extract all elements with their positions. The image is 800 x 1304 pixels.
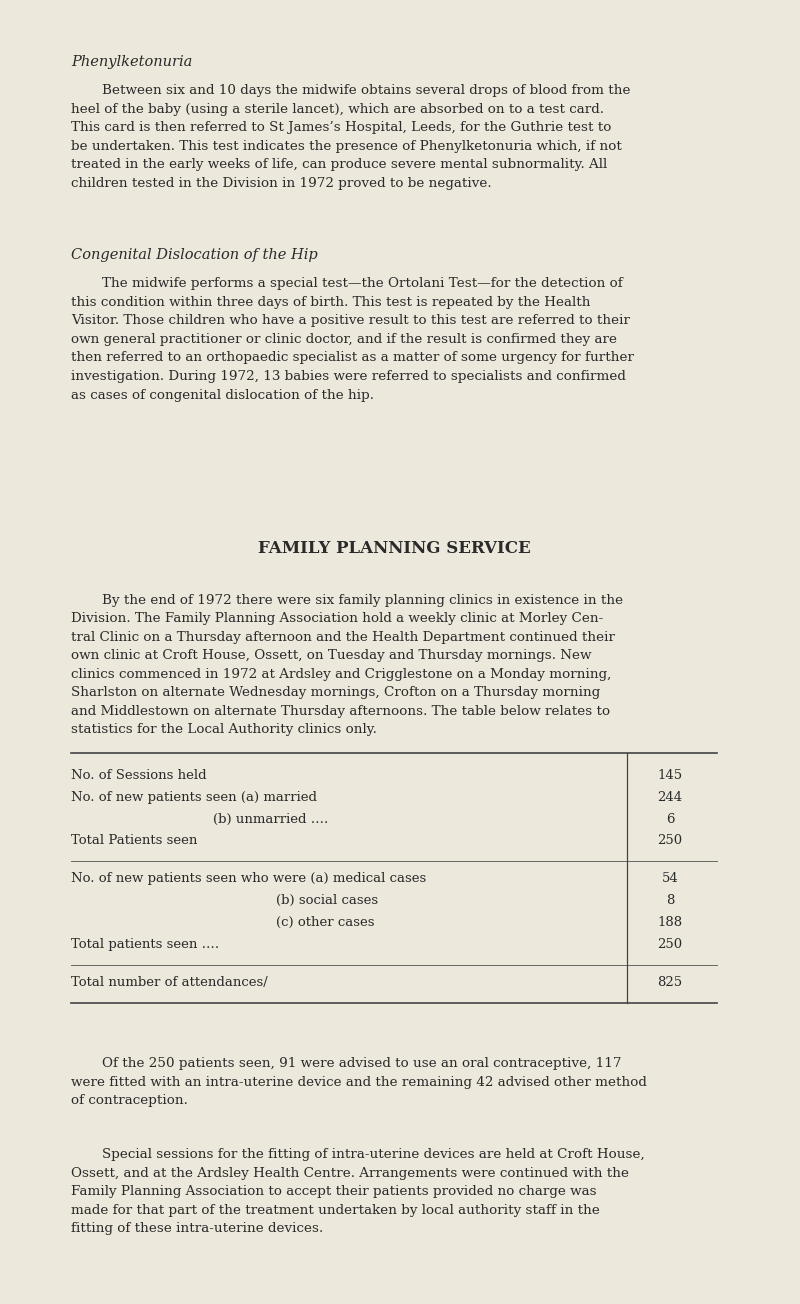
Text: Total Patients seen: Total Patients seen (71, 835, 198, 848)
Text: own clinic at Croft House, Ossett, on Tuesday and Thursday mornings. New: own clinic at Croft House, Ossett, on Tu… (71, 649, 591, 662)
Text: 825: 825 (658, 975, 682, 988)
Text: Total number of attendances/: Total number of attendances/ (71, 975, 268, 988)
Text: (b) social cases: (b) social cases (276, 895, 378, 908)
Text: Phenylketonuria: Phenylketonuria (71, 55, 192, 69)
Text: heel of the baby (using a sterile lancet), which are absorbed on to a test card.: heel of the baby (using a sterile lancet… (71, 103, 604, 116)
Text: this condition within three days of birth. This test is repeated by the Health: this condition within three days of birt… (71, 296, 590, 309)
Text: 6: 6 (666, 812, 674, 825)
Text: Ossett, and at the Ardsley Health Centre. Arrangements were continued with the: Ossett, and at the Ardsley Health Centre… (71, 1167, 629, 1180)
Text: as cases of congenital dislocation of the hip.: as cases of congenital dislocation of th… (71, 389, 374, 402)
Text: No. of Sessions held: No. of Sessions held (71, 769, 206, 782)
Text: own general practitioner or clinic doctor, and if the result is confirmed they a: own general practitioner or clinic docto… (71, 333, 617, 346)
Text: of contraception.: of contraception. (71, 1094, 188, 1107)
Text: made for that part of the treatment undertaken by local authority staff in the: made for that part of the treatment unde… (71, 1204, 600, 1217)
Text: No. of new patients seen who were (a) medical cases: No. of new patients seen who were (a) me… (71, 872, 426, 885)
Text: 145: 145 (658, 769, 682, 782)
Text: 188: 188 (658, 915, 682, 928)
Text: Division. The Family Planning Association hold a weekly clinic at Morley Cen-: Division. The Family Planning Associatio… (71, 613, 603, 625)
Text: (c) other cases: (c) other cases (276, 915, 374, 928)
Text: treated in the early weeks of life, can produce severe mental subnormality. All: treated in the early weeks of life, can … (71, 158, 607, 171)
Text: 244: 244 (658, 790, 682, 803)
Text: FAMILY PLANNING SERVICE: FAMILY PLANNING SERVICE (258, 540, 530, 557)
Text: Of the 250 patients seen, 91 were advised to use an oral contraceptive, 117: Of the 250 patients seen, 91 were advise… (102, 1058, 622, 1071)
Text: were fitted with an intra-uterine device and the remaining 42 advised other meth: were fitted with an intra-uterine device… (71, 1076, 647, 1089)
Text: By the end of 1972 there were six family planning clinics in existence in the: By the end of 1972 there were six family… (102, 593, 624, 606)
Text: Congenital Dislocation of the Hip: Congenital Dislocation of the Hip (71, 248, 318, 262)
Text: then referred to an orthopaedic specialist as a matter of some urgency for furth: then referred to an orthopaedic speciali… (71, 352, 634, 365)
Text: and Middlestown on alternate Thursday afternoons. The table below relates to: and Middlestown on alternate Thursday af… (71, 705, 610, 719)
Text: investigation. During 1972, 13 babies were referred to specialists and confirmed: investigation. During 1972, 13 babies we… (71, 370, 626, 383)
Text: Between six and 10 days the midwife obtains several drops of blood from the: Between six and 10 days the midwife obta… (102, 85, 631, 98)
Text: This card is then referred to St James’s Hospital, Leeds, for the Guthrie test t: This card is then referred to St James’s… (71, 121, 611, 134)
Text: be undertaken. This test indicates the presence of Phenylketonuria which, if not: be undertaken. This test indicates the p… (71, 140, 622, 153)
Text: 250: 250 (658, 938, 682, 951)
Text: clinics commenced in 1972 at Ardsley and Crigglestone on a Monday morning,: clinics commenced in 1972 at Ardsley and… (71, 668, 611, 681)
Text: Family Planning Association to accept their patients provided no charge was: Family Planning Association to accept th… (71, 1185, 597, 1198)
Text: children tested in the Division in 1972 proved to be negative.: children tested in the Division in 1972 … (71, 177, 491, 190)
Text: Total patients seen ….: Total patients seen …. (71, 938, 219, 951)
Text: Sharlston on alternate Wednesday mornings, Crofton on a Thursday morning: Sharlston on alternate Wednesday morning… (71, 686, 600, 699)
Text: (b) unmarried ….: (b) unmarried …. (213, 812, 328, 825)
Text: statistics for the Local Authority clinics only.: statistics for the Local Authority clini… (71, 724, 377, 737)
Text: tral Clinic on a Thursday afternoon and the Health Department continued their: tral Clinic on a Thursday afternoon and … (71, 631, 615, 644)
Text: No. of new patients seen (a) married: No. of new patients seen (a) married (71, 790, 317, 803)
Text: fitting of these intra-uterine devices.: fitting of these intra-uterine devices. (71, 1222, 323, 1235)
Text: 8: 8 (666, 895, 674, 908)
Text: Special sessions for the fitting of intra-uterine devices are held at Croft Hous: Special sessions for the fitting of intr… (102, 1148, 646, 1161)
Text: Visitor. Those children who have a positive result to this test are referred to : Visitor. Those children who have a posit… (71, 314, 630, 327)
Text: 54: 54 (662, 872, 678, 885)
Text: The midwife performs a special test—the Ortolani Test—for the detection of: The midwife performs a special test—the … (102, 278, 623, 291)
Text: 250: 250 (658, 835, 682, 848)
